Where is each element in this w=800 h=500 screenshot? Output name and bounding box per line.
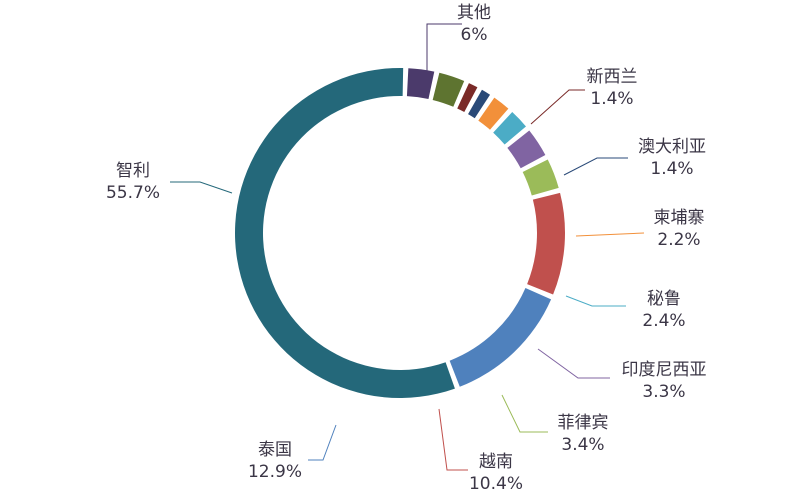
value-label-印度尼西亚: 3.3%	[642, 382, 685, 402]
leader-line-智利	[170, 181, 233, 194]
category-label-澳大利亚: 澳大利亚	[638, 137, 706, 157]
category-label-新西兰: 新西兰	[587, 67, 638, 87]
leader-line-其他	[426, 23, 462, 74]
value-label-新西兰: 1.4%	[590, 89, 633, 109]
leader-line-越南	[438, 408, 468, 471]
donut-slice-澳大利亚	[468, 89, 491, 119]
category-label-印度尼西亚: 印度尼西亚	[622, 360, 707, 380]
value-label-泰国: 12.9%	[248, 462, 302, 482]
leader-line-新西兰	[530, 89, 585, 125]
category-label-泰国: 泰国	[258, 440, 292, 460]
donut-slice-智利	[234, 68, 455, 399]
donut-slice-柬埔寨	[478, 97, 509, 130]
labels-group: 其他6%新西兰1.4%澳大利亚1.4%柬埔寨2.2%秘鲁2.4%印度尼西亚3.3…	[106, 3, 707, 494]
donut-slice-印度尼西亚	[507, 130, 546, 169]
category-label-柬埔寨: 柬埔寨	[654, 208, 705, 228]
value-label-智利: 55.7%	[106, 183, 160, 203]
value-label-秘鲁: 2.4%	[642, 311, 685, 331]
leader-line-澳大利亚	[563, 157, 628, 176]
value-label-柬埔寨: 2.2%	[657, 230, 700, 250]
category-label-其他: 其他	[457, 3, 491, 23]
value-label-其他: 6%	[461, 25, 488, 45]
leader-lines-group	[170, 23, 645, 471]
category-label-越南: 越南	[479, 452, 513, 472]
category-label-智利: 智利	[116, 161, 150, 181]
value-label-菲律宾: 3.4%	[561, 435, 604, 455]
leader-line-印度尼西亚	[537, 348, 610, 379]
donut-slice-越南	[527, 192, 565, 295]
slices-group	[234, 68, 565, 399]
leader-line-柬埔寨	[575, 232, 645, 237]
donut-slice-泰国	[449, 288, 552, 387]
category-label-菲律宾: 菲律宾	[558, 413, 609, 433]
donut-slice-菲律宾	[522, 159, 559, 196]
value-label-越南: 10.4%	[469, 474, 523, 494]
leader-line-秘鲁	[565, 295, 626, 307]
donut-slice-其他-a	[406, 68, 435, 99]
donut-slice-新西兰	[457, 83, 478, 113]
donut-slice-秘鲁	[493, 112, 526, 145]
leader-line-泰国	[308, 424, 337, 461]
value-label-澳大利亚: 1.4%	[650, 159, 693, 179]
leader-line-菲律宾	[501, 394, 548, 433]
donut-slice-其他-b	[432, 72, 465, 107]
category-label-秘鲁: 秘鲁	[647, 289, 681, 309]
